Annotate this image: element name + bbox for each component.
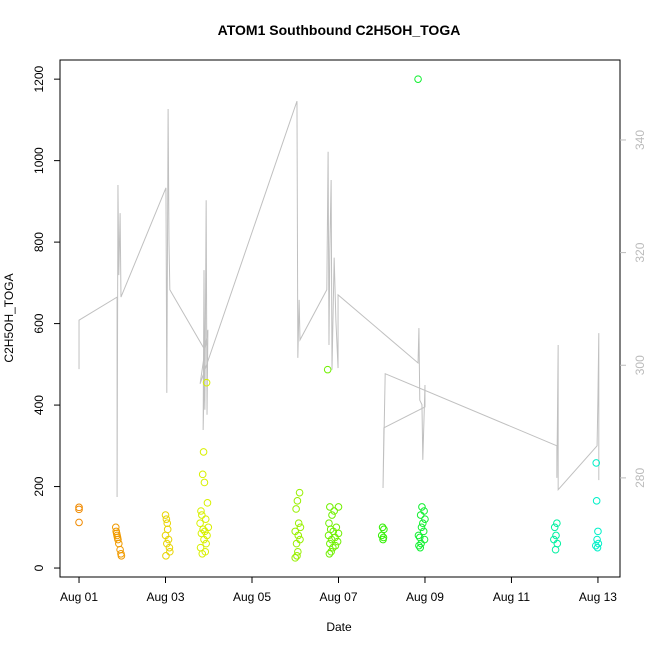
- data-point: [202, 539, 210, 548]
- x-tick-label: Aug 07: [319, 590, 357, 604]
- data-point: [594, 527, 602, 536]
- data-point: [75, 505, 83, 514]
- data-point: [199, 525, 207, 534]
- data-point: [330, 507, 338, 515]
- data-point: [162, 515, 171, 523]
- data-point: [164, 535, 173, 544]
- data-point: [325, 549, 334, 558]
- data-point: [379, 535, 387, 544]
- data-point: [553, 519, 561, 528]
- y-tick-label: 200: [32, 476, 46, 496]
- plot-frame: [59, 59, 621, 578]
- data-point: [377, 531, 386, 540]
- data-point: [419, 527, 428, 536]
- data-point: [551, 545, 560, 554]
- data-point: [203, 499, 212, 507]
- data-point: [198, 470, 207, 479]
- data-point: [198, 511, 206, 519]
- data-point: [202, 378, 211, 387]
- x-tick-label: Aug 11: [493, 590, 530, 604]
- y-tick-label: 800: [32, 232, 46, 252]
- data-point: [323, 365, 332, 374]
- data-point: [293, 552, 301, 560]
- data-point: [550, 523, 559, 532]
- y2-tick-label: 280: [633, 468, 647, 488]
- data-point: [327, 547, 335, 556]
- y2-tick-label: 340: [633, 130, 647, 150]
- data-point: [163, 539, 171, 548]
- y-tick-label: 1200: [32, 65, 46, 92]
- data-point: [165, 543, 174, 552]
- data-point: [591, 541, 600, 550]
- data-point: [593, 543, 602, 552]
- data-point: [162, 552, 170, 560]
- data-point: [200, 478, 209, 487]
- data-point: [294, 531, 303, 540]
- x-tick-label: Aug 03: [146, 590, 184, 604]
- data-point: [414, 75, 422, 83]
- data-point: [292, 539, 301, 548]
- y-tick-label: 600: [32, 313, 46, 333]
- data-point: [415, 541, 423, 550]
- data-point: [328, 511, 336, 519]
- data-point: [416, 543, 425, 552]
- data-point: [417, 523, 426, 532]
- data-point: [416, 511, 425, 519]
- data-point: [201, 515, 210, 523]
- data-point: [326, 503, 334, 511]
- data-point: [334, 503, 343, 511]
- data-point: [594, 539, 603, 548]
- x-tick-label: Aug 01: [60, 590, 98, 604]
- y2-tick-label: 320: [633, 242, 647, 262]
- data-point: [418, 503, 426, 511]
- x-tick-label: Aug 09: [406, 590, 444, 604]
- data-point: [296, 523, 305, 532]
- data-point: [197, 507, 205, 515]
- y-tick-label: 1000: [32, 147, 46, 174]
- data-point: [292, 505, 300, 513]
- y-tick-label: 400: [32, 395, 46, 415]
- data-point: [417, 539, 425, 548]
- y2-tick-label: 300: [633, 355, 647, 375]
- data-point: [294, 519, 303, 528]
- data-point: [295, 488, 304, 497]
- y-tick-label: 0: [32, 564, 46, 571]
- data-point: [198, 549, 207, 558]
- data-point: [166, 547, 174, 556]
- data-point: [414, 531, 423, 540]
- data-point: [75, 503, 83, 512]
- data-point: [378, 523, 387, 532]
- data-point: [291, 554, 300, 562]
- data-point: [199, 448, 208, 456]
- x-tick-label: Aug 05: [233, 590, 271, 604]
- data-line: [78, 100, 600, 498]
- data-point: [552, 531, 560, 540]
- data-point: [161, 511, 170, 519]
- data-point: [293, 497, 302, 505]
- data-point: [294, 547, 302, 556]
- data-point: [419, 519, 427, 528]
- x-axis-label: Date: [326, 620, 352, 634]
- y-axis-label: C2H5OH_TOGA: [2, 273, 16, 362]
- data-point: [592, 459, 601, 467]
- data-point: [333, 537, 342, 546]
- data-point: [196, 519, 204, 528]
- data-point: [117, 552, 126, 560]
- data-point: [331, 541, 340, 550]
- data-point: [114, 535, 122, 544]
- data-point: [329, 543, 337, 552]
- chart-title: ATOM1 Southbound C2H5OH_TOGA: [218, 22, 461, 38]
- x-tick-label: Aug 13: [579, 590, 617, 604]
- data-point: [592, 497, 601, 505]
- data-point: [421, 515, 429, 523]
- data-point: [75, 518, 83, 527]
- data-point: [200, 535, 208, 544]
